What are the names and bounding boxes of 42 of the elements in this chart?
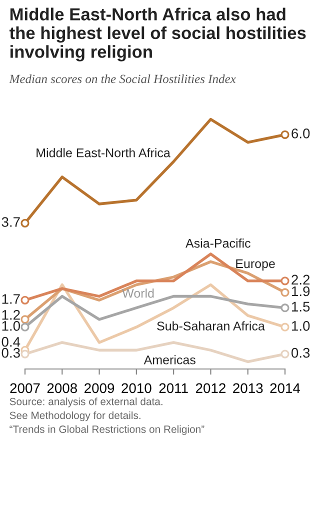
data-label: 2.2 [292,274,310,284]
point [280,304,290,312]
data-label: 1.0 [2,320,20,331]
data-label: 3.7 [2,217,20,227]
data-label: 1.5 [292,302,310,312]
x-tick-label: 2013 [233,383,263,394]
x-tick-label: 2014 [270,383,300,394]
data-label: 1.2 [2,310,20,320]
point [280,350,290,358]
series-label: Americas [144,355,196,364]
data-label: 1.7 [2,294,20,304]
point [280,322,290,332]
chart-title: Middle East-North Africa also had the highest level of social hostilities involving religion [10,8,306,62]
x-tick-label: 2008 [47,383,77,394]
data-label: 0.3 [291,348,310,358]
point [20,315,30,324]
point [20,296,30,304]
series-label: Europe [236,259,275,271]
x-tick-label: 2012 [196,383,226,394]
source-note: Source: analysis of external data. [10,398,162,408]
series-label: Asia-Pacific [186,238,250,248]
point [280,130,290,139]
x-tick-label: 2010 [122,383,152,394]
data-label: 1.9 [292,286,310,296]
point [280,288,290,297]
point [20,350,30,358]
series-label: Sub-Saharan Africa [157,321,265,330]
series-label: World [122,288,154,298]
x-tick-label: 2009 [84,383,114,394]
x-tick-label: 2011 [159,383,188,394]
series-label: Middle East-North Africa [36,148,170,158]
text: See Methodology for details. [10,411,140,422]
point [20,322,30,332]
point [280,276,290,286]
x-tick-label: 2007 [10,383,40,394]
data-label: 0.4 [2,336,20,347]
data-label: 0.3 [2,348,20,358]
point [20,218,30,228]
data-label: 6.0 [292,128,310,138]
chart-subtitle: Median scores on the Social Hostilities Index [9,74,236,84]
text: “Trends in Global Restrictions on Religion” [10,425,204,435]
data-label: 1.0 [292,320,310,331]
